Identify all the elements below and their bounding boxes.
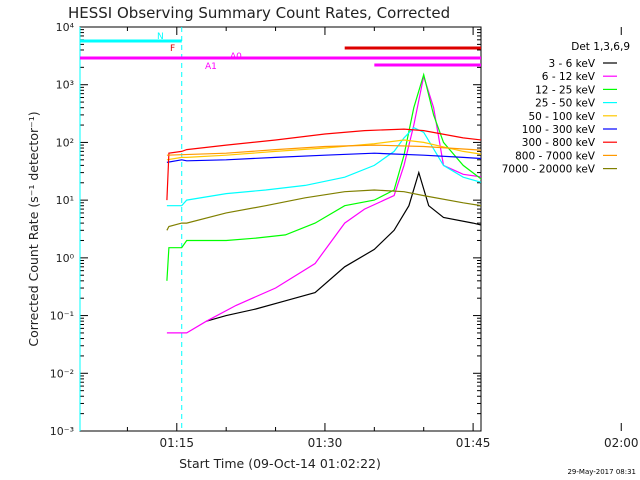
x-tick-label: 02:00 — [604, 436, 639, 450]
series-line-8 — [166, 189, 481, 231]
y-tick-label: 10⁻¹ — [50, 310, 74, 323]
x-tick-label: 01:15 — [159, 436, 194, 450]
plot-area: 10⁻³ 10⁻² 10⁻¹ 10⁰ 10¹ 10² 10³ 10⁴ 01:15 01:30 01:… — [50, 21, 639, 450]
attenuator-label-f: F — [170, 44, 175, 54]
legend-label: 25 - 50 keV — [535, 98, 596, 110]
attenuator-label-a1: A1 — [205, 62, 217, 72]
x-tick-label: 01:30 — [308, 436, 343, 450]
x-axis-label: Start Time (09-Oct-14 01:02:22) — [179, 456, 381, 471]
legend-label: 6 - 12 keV — [542, 71, 596, 83]
attenuator-label-n: N — [157, 32, 164, 42]
legend-label: 800 - 7000 keV — [515, 150, 596, 162]
series-line-2 — [166, 72, 481, 281]
series-line-5 — [166, 152, 481, 163]
chart-title: HESSI Observing Summary Count Rates, Cor… — [68, 4, 450, 22]
legend-label: 50 - 100 keV — [528, 111, 595, 123]
legend-label: 3 - 6 keV — [548, 58, 595, 70]
legend-title: Det 1,3,6,9 — [571, 41, 630, 53]
y-tick-label: 10⁴ — [56, 21, 75, 34]
series-line-1 — [166, 73, 481, 334]
y-tick-label: 10⁰ — [56, 252, 75, 265]
series-line-6 — [166, 128, 481, 201]
series-line-0 — [206, 170, 481, 322]
x-tick-label: 01:45 — [456, 436, 491, 450]
attenuator-label-a0: A0 — [230, 52, 242, 62]
legend-label: 100 - 300 keV — [522, 124, 596, 136]
footer-timestamp: 29-May-2017 08:31 — [567, 468, 636, 476]
y-tick-label: 10¹ — [56, 194, 74, 207]
y-axis-label: Corrected Count Rate (s⁻¹ detector⁻¹) — [26, 111, 41, 346]
legend-label: 7000 - 20000 keV — [502, 164, 596, 176]
series-line-3 — [166, 126, 481, 207]
y-axis-label-text: Corrected Count Rate (s⁻¹ detector⁻¹) — [26, 111, 41, 346]
y-tick-label: 10² — [56, 136, 74, 149]
legend-label: 300 - 800 keV — [522, 137, 596, 149]
y-tick-label: 10⁻² — [50, 367, 74, 380]
series-line-7 — [166, 144, 481, 156]
y-tick-label: 10³ — [56, 79, 74, 92]
legend-label: 12 - 25 keV — [535, 84, 596, 96]
series-line-4 — [166, 139, 481, 161]
y-tick-label: 10⁻³ — [50, 425, 74, 438]
